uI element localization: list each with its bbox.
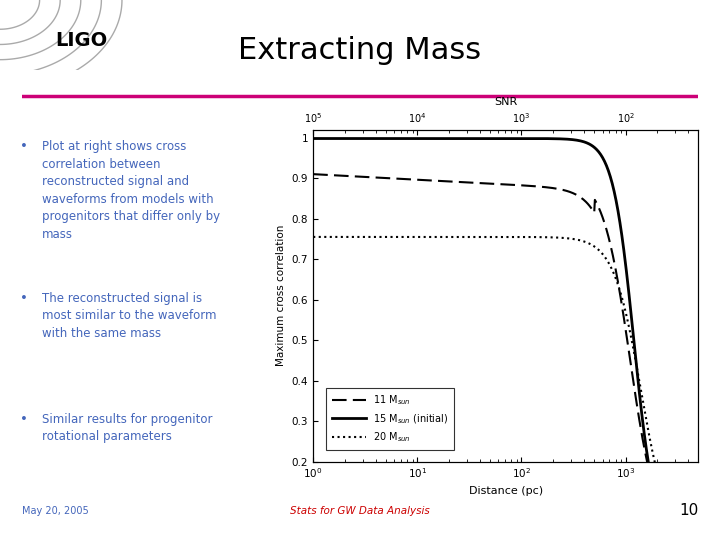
Text: Plot at right shows cross
correlation between
reconstructed signal and
waveforms: Plot at right shows cross correlation be… bbox=[42, 140, 220, 241]
20 M$_{sun}$ bbox=[309, 234, 318, 240]
Text: •: • bbox=[20, 140, 28, 153]
11 M$_{sun}$ bbox=[694, 537, 703, 540]
Y-axis label: Maximum cross correlation: Maximum cross correlation bbox=[276, 225, 287, 366]
Text: Extracting Mass: Extracting Mass bbox=[238, 36, 482, 65]
15 M$_{sun}$ (initial) bbox=[536, 136, 544, 142]
15 M$_{sun}$ (initial) bbox=[309, 136, 318, 142]
20 M$_{sun}$ bbox=[408, 234, 417, 240]
Text: 10: 10 bbox=[679, 503, 698, 518]
11 M$_{sun}$ bbox=[408, 176, 417, 183]
Text: May 20, 2005: May 20, 2005 bbox=[22, 506, 89, 516]
Line: 15 M$_{sun}$ (initial): 15 M$_{sun}$ (initial) bbox=[313, 139, 698, 540]
11 M$_{sun}$ bbox=[377, 174, 386, 181]
20 M$_{sun}$ bbox=[377, 234, 386, 240]
Line: 11 M$_{sun}$: 11 M$_{sun}$ bbox=[313, 174, 698, 540]
20 M$_{sun}$ bbox=[483, 234, 492, 240]
15 M$_{sun}$ (initial) bbox=[566, 136, 575, 143]
11 M$_{sun}$ bbox=[536, 184, 544, 190]
Text: Similar results for progenitor
rotational parameters: Similar results for progenitor rotationa… bbox=[42, 413, 212, 443]
15 M$_{sun}$ (initial) bbox=[408, 136, 417, 142]
20 M$_{sun}$ bbox=[599, 252, 608, 258]
Text: •: • bbox=[20, 292, 28, 305]
X-axis label: Distance (pc): Distance (pc) bbox=[469, 486, 543, 496]
20 M$_{sun}$ bbox=[536, 234, 544, 240]
15 M$_{sun}$ (initial) bbox=[694, 538, 703, 540]
15 M$_{sun}$ (initial) bbox=[599, 156, 608, 162]
Text: LIGO: LIGO bbox=[55, 31, 108, 50]
11 M$_{sun}$ bbox=[483, 180, 492, 187]
Text: •: • bbox=[20, 413, 28, 426]
20 M$_{sun}$ bbox=[566, 235, 575, 242]
Legend: 11 M$_{sun}$, 15 M$_{sun}$ (initial), 20 M$_{sun}$: 11 M$_{sun}$, 15 M$_{sun}$ (initial), 20… bbox=[325, 388, 454, 450]
X-axis label: SNR: SNR bbox=[494, 97, 518, 107]
20 M$_{sun}$ bbox=[694, 535, 703, 540]
Text: The reconstructed signal is
most similar to the waveform
with the same mass: The reconstructed signal is most similar… bbox=[42, 292, 216, 340]
11 M$_{sun}$ bbox=[566, 189, 575, 195]
Text: Stats for GW Data Analysis: Stats for GW Data Analysis bbox=[290, 506, 430, 516]
Line: 20 M$_{sun}$: 20 M$_{sun}$ bbox=[313, 237, 698, 538]
15 M$_{sun}$ (initial) bbox=[483, 136, 492, 142]
11 M$_{sun}$ bbox=[309, 171, 318, 178]
15 M$_{sun}$ (initial) bbox=[377, 136, 386, 142]
11 M$_{sun}$ bbox=[599, 216, 608, 222]
